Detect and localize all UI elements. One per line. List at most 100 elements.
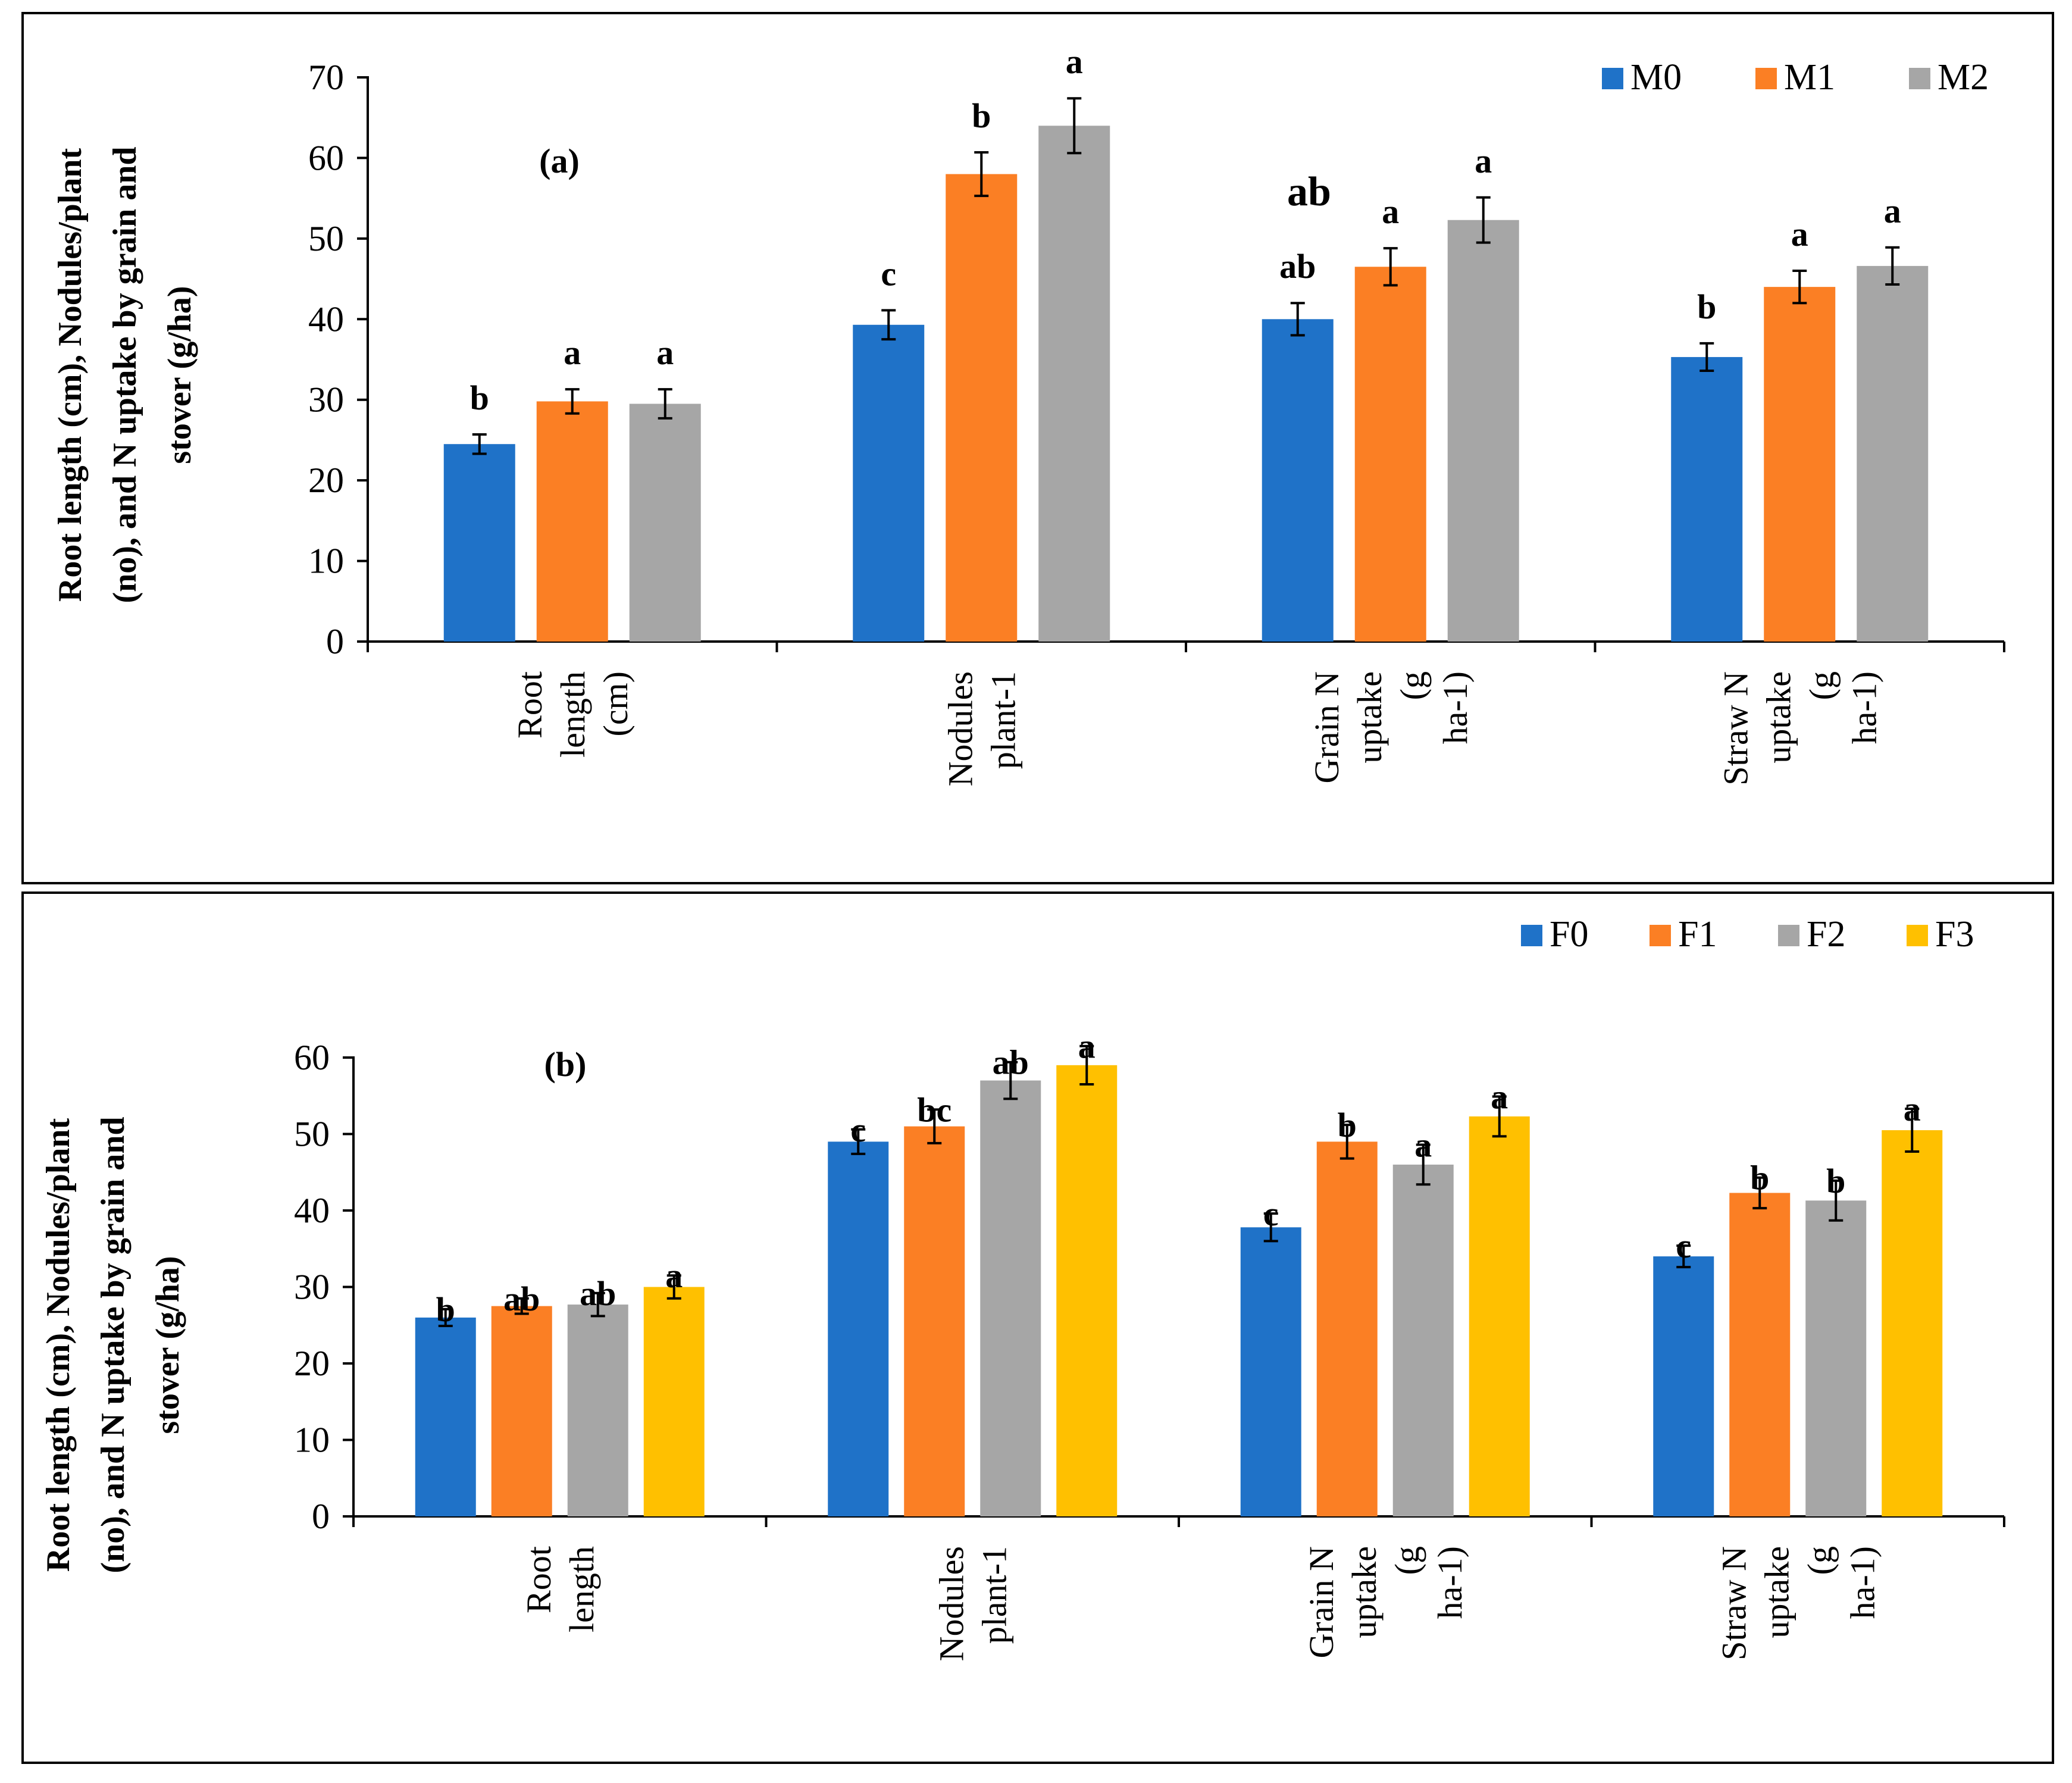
chart-b-bar-f1	[1316, 1141, 1378, 1516]
chart-a-bar-m1	[536, 401, 608, 642]
chart-b-bar-f3	[1882, 1130, 1943, 1516]
chart-b-bar-f0	[415, 1317, 476, 1516]
chart-b-bar-f2	[980, 1080, 1041, 1516]
chart-b-category-label-line: Straw N	[1714, 1546, 1753, 1660]
chart-a-legend-swatch-m1	[1755, 68, 1777, 89]
chart-b-bar-f0	[828, 1141, 889, 1516]
chart-a-category-label-line: Root	[511, 671, 549, 739]
chart-a-legend-label-m2: M2	[1938, 57, 1989, 98]
chart-b-significance-letter: b	[1750, 1159, 1769, 1197]
chart-b-legend-label-f2: F2	[1807, 914, 1845, 955]
chart-a-category-label: Root length (cm)	[511, 671, 635, 758]
chart-a-legend-label-m1: M1	[1784, 57, 1835, 98]
chart-b-significance-letter: a	[1491, 1078, 1508, 1116]
chart-b-significance-letter: ab	[580, 1274, 616, 1313]
chart-a-bar-m2	[629, 403, 701, 642]
chart-b-category-label-line: plant-1	[975, 1546, 1013, 1644]
chart-b-y-tick-label: 50	[294, 1115, 330, 1154]
chart-a-category-label-line: plant-1	[984, 671, 1022, 769]
chart-b-bar-f1	[1729, 1193, 1791, 1516]
chart-b-category-label: Nodules plant-1	[932, 1546, 1013, 1661]
chart-a-legend-swatch-m2	[1909, 68, 1930, 89]
chart-b-bar-f0	[1653, 1256, 1714, 1516]
chart-a-significance-letter: a	[564, 333, 581, 372]
chart-b-category-label-line: ha-1)	[1431, 1546, 1469, 1619]
chart-b-y-tick-label: 0	[312, 1497, 330, 1536]
chart-a-significance-letter: a	[656, 333, 674, 372]
chart-b-category-label-line: uptake	[1345, 1546, 1384, 1638]
chart-b-bar-f3	[643, 1287, 705, 1516]
chart-b-category-label: Root length	[519, 1546, 601, 1632]
chart-b-bar-f1	[491, 1306, 552, 1516]
chart-b-legend-swatch-f0	[1521, 925, 1542, 946]
chart-a-bar-m0	[1262, 319, 1334, 642]
chart-b-category-label-line: (g	[1388, 1546, 1426, 1575]
chart-a-bar-m0	[853, 324, 925, 642]
panel-a-frame	[21, 12, 2054, 884]
chart-b-legend-label-f1: F1	[1678, 914, 1717, 955]
chart-a-bar-m1	[946, 174, 1018, 642]
chart-a-category-label-line: (cm)	[596, 671, 635, 737]
chart-a-category-label-line: Grain N	[1307, 671, 1346, 783]
chart-b-y-axis-title-line: stover (g/ha)	[149, 1256, 186, 1434]
chart-a-y-axis-title-line: stover (g/ha)	[161, 286, 198, 464]
chart-a-y-tick-label: 20	[308, 461, 344, 500]
chart-b-bar-f1	[904, 1126, 965, 1516]
chart-b-legend-swatch-f3	[1907, 925, 1928, 946]
chart-a-significance-letter: a	[1791, 215, 1808, 254]
chart-b-significance-letter: b	[436, 1290, 455, 1329]
chart-b-panel-label: (b)	[544, 1045, 587, 1084]
chart-b-significance-letter: a	[1414, 1125, 1432, 1164]
chart-a-extra-annotation: ab	[1287, 169, 1331, 215]
chart-b-y-tick-label: 60	[294, 1038, 330, 1077]
chart-a-bar-m0	[1671, 356, 1743, 642]
chart-b-y-axis-title-line: Root length (cm), Nodules/plant	[40, 1118, 77, 1572]
chart-b-y-axis-title: Root length (cm), Nodules/plant (no), and…	[40, 1116, 186, 1573]
chart-b-legend-swatch-f1	[1650, 925, 1671, 946]
chart-a-significance-letter: b	[1697, 287, 1716, 326]
chart-a-y-axis-title-line: Root length (cm), Nodules/plant	[52, 148, 89, 602]
chart-a-significance-letter: c	[881, 254, 896, 293]
chart-b-y-axis-title-line: (no), and N uptake by grain and	[95, 1116, 132, 1573]
chart-a-significance-letter: b	[972, 96, 991, 135]
chart-a-legend-swatch-m0	[1602, 68, 1623, 89]
chart-a-category-label-line: length	[553, 671, 592, 758]
chart-b-bar-f3	[1056, 1065, 1118, 1516]
chart-b-category-label-line: Root	[519, 1546, 558, 1613]
chart-a-category-label-line: uptake	[1759, 671, 1798, 764]
chart-a-bar-m1	[1354, 267, 1426, 642]
chart-b-category-label-line: Nodules	[932, 1546, 971, 1661]
chart-b-legend-swatch-f2	[1778, 925, 1799, 946]
chart-b-y-tick-label: 30	[294, 1268, 330, 1307]
chart-b-significance-letter: ab	[503, 1280, 540, 1318]
chart-a-category-label-line: ha-1)	[1845, 671, 1883, 744]
chart-b-legend-label-f3: F3	[1935, 914, 1974, 955]
chart-a-y-tick-label: 50	[308, 219, 344, 258]
chart-a-category-label-line: ha-1)	[1436, 671, 1475, 744]
panel-b-frame	[21, 892, 2054, 1764]
chart-a-category-label-line: Straw N	[1716, 671, 1755, 786]
chart-a-bar-m2	[1038, 126, 1110, 642]
chart-b-bar-f0	[1240, 1227, 1301, 1516]
chart-b-significance-letter: ab	[993, 1043, 1029, 1082]
chart-a-category-label-line: (g	[1393, 671, 1432, 700]
chart-a-category-label-line: (g	[1802, 671, 1841, 700]
chart-a-bar-m0	[443, 444, 515, 642]
chart-a-legend-label-m0: M0	[1630, 57, 1682, 98]
chart-a-category-label: Nodules plant-1	[941, 671, 1022, 786]
chart-a-panel-label: (a)	[539, 142, 580, 180]
chart-a: 0 10 20 30 40 50 60 70 b a a Root length (cm) c b a Nodul…	[52, 42, 2005, 786]
chart-a-significance-letter: a	[1884, 192, 1901, 230]
chart-b-y-tick-label: 10	[294, 1421, 330, 1460]
chart-a-significance-letter: a	[1066, 42, 1083, 81]
chart-a-category-label-line: uptake	[1350, 671, 1389, 764]
chart-b-legend-label-f0: F0	[1550, 914, 1588, 955]
chart-b-bar-f3	[1469, 1116, 1530, 1516]
chart-a-significance-letter: a	[1475, 142, 1492, 180]
